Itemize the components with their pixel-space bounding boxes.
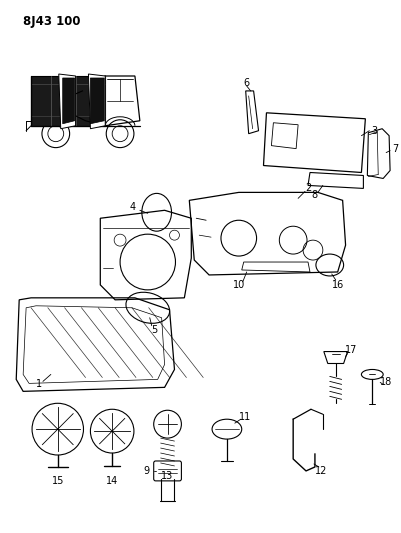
Text: 4: 4 xyxy=(130,203,136,212)
Text: 7: 7 xyxy=(392,143,398,154)
Circle shape xyxy=(106,120,134,148)
Text: 16: 16 xyxy=(332,280,344,290)
Text: 17: 17 xyxy=(345,344,358,354)
Text: 18: 18 xyxy=(380,377,392,387)
Text: 15: 15 xyxy=(52,476,64,486)
Text: 2: 2 xyxy=(305,183,311,193)
Text: 13: 13 xyxy=(162,471,174,481)
Text: 14: 14 xyxy=(106,476,118,486)
Text: 10: 10 xyxy=(233,280,245,290)
Polygon shape xyxy=(89,74,105,129)
Polygon shape xyxy=(63,78,75,124)
Text: 1: 1 xyxy=(36,379,42,390)
Text: 9: 9 xyxy=(144,466,150,476)
Text: 11: 11 xyxy=(239,412,251,422)
Text: 3: 3 xyxy=(371,126,377,136)
Text: 8J43 100: 8J43 100 xyxy=(23,15,81,28)
Circle shape xyxy=(42,120,70,148)
Text: 12: 12 xyxy=(315,466,327,476)
Polygon shape xyxy=(59,74,75,129)
Text: 6: 6 xyxy=(244,78,250,88)
Text: 8: 8 xyxy=(311,190,317,200)
Text: 5: 5 xyxy=(152,325,158,335)
Polygon shape xyxy=(31,76,105,126)
Polygon shape xyxy=(90,78,104,124)
